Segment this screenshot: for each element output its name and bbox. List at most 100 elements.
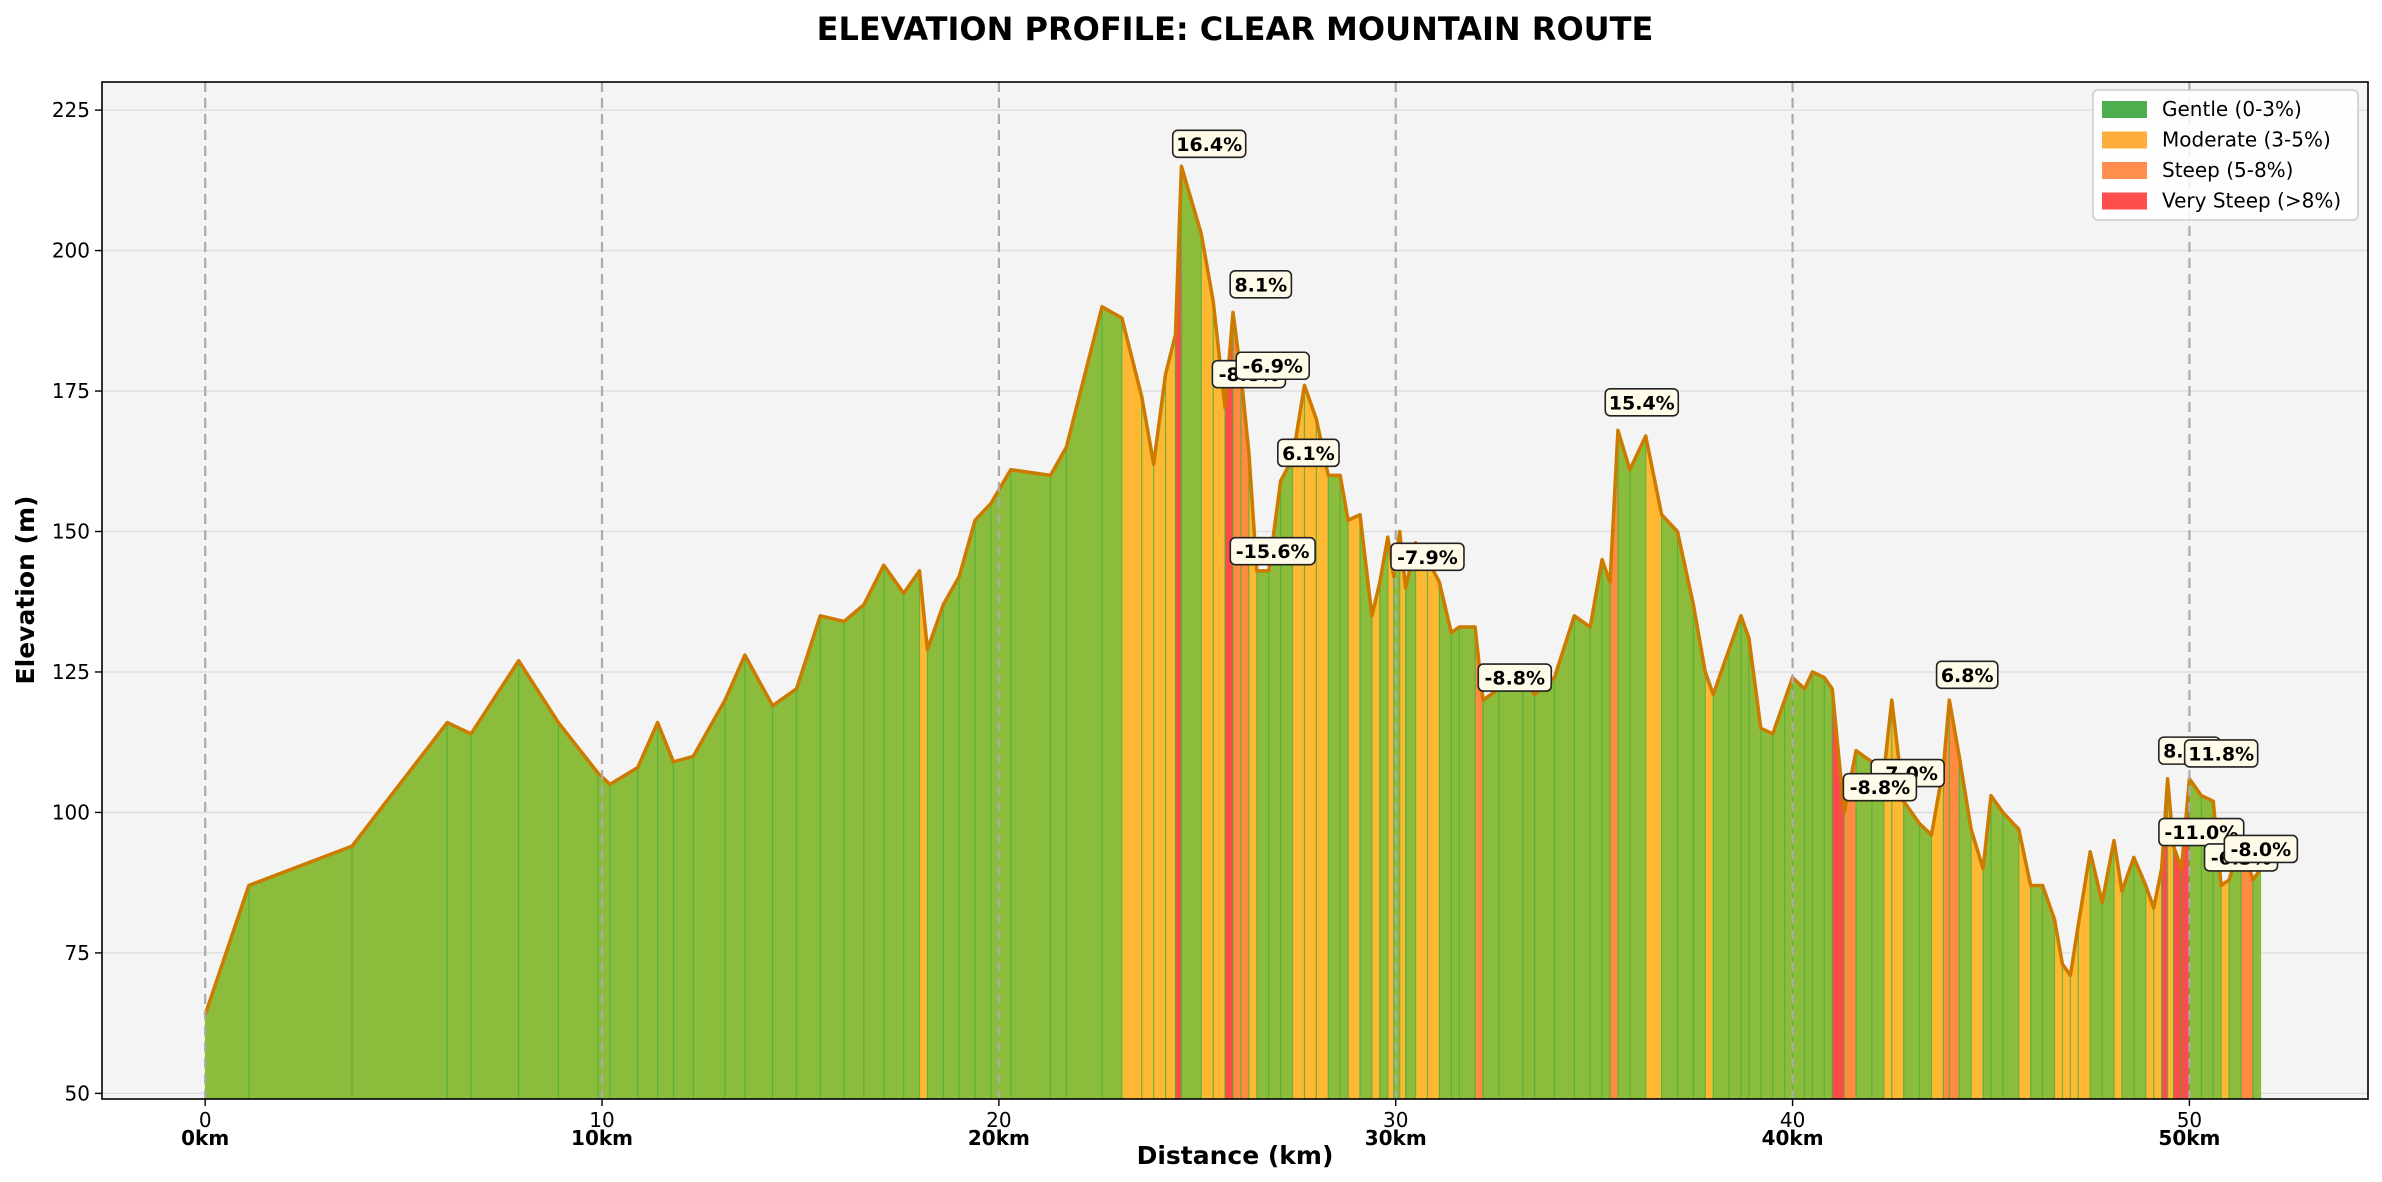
elevation-segment (1212, 301, 1226, 1100)
y-axis-ticks: 50 75 100 125 150 175 200 225 (52, 98, 102, 1105)
elevation-segment (744, 654, 773, 1100)
x-tick-label: 30 (1383, 1108, 1408, 1132)
x-axis-label: Distance (km) (1137, 1141, 1334, 1170)
elevation-segment (1824, 676, 1833, 1100)
elevation-segment (1439, 582, 1452, 1100)
elevation-segment (1949, 700, 1960, 1100)
elevation-segment (1165, 334, 1176, 1100)
elevation-segment (558, 721, 599, 1100)
elevation-segment (1760, 727, 1774, 1100)
elevation-segment (2133, 857, 2147, 1100)
legend-swatch (2102, 192, 2147, 210)
y-axis-label: Elevation (m) (11, 496, 40, 685)
elevation-segment (1728, 615, 1742, 1100)
elevation-segment (1427, 559, 1440, 1100)
grade-label: -8.8% (1850, 777, 1911, 799)
y-tick-label: 125 (52, 660, 90, 684)
elevation-segment (1601, 559, 1611, 1100)
elevation-segment (1482, 688, 1500, 1100)
elevation-segment (446, 722, 472, 1100)
chart-title: ELEVATION PROFILE: CLEAR MOUNTAIN ROUTE (817, 10, 1654, 48)
y-tick-label: 150 (52, 520, 90, 544)
x-tick-label: 10 (589, 1108, 614, 1132)
legend-swatch (2102, 162, 2147, 179)
legend-label: Gentle (0-3%) (2162, 97, 2302, 121)
grade-label-box (1229, 269, 1293, 299)
elevation-segment (1740, 615, 1750, 1100)
grade-label-box (1604, 387, 1680, 417)
legend-swatch (2102, 131, 2147, 149)
grade-label: 6.8% (1941, 665, 1994, 687)
x-axis-ticks: 0 10 20 30 40 50 0km 10km 20km 30km 40km 50km (181, 1099, 2220, 1150)
elevation-segment (1153, 374, 1166, 1100)
elevation-segment (1855, 750, 1873, 1100)
elevation-segment (1240, 374, 1250, 1100)
elevation-segment (609, 766, 639, 1100)
grade-label: -15.6% (1236, 541, 1310, 563)
elevation-segments (204, 166, 2262, 1100)
legend-label: Very Steep (>8%) (2162, 189, 2341, 213)
elevation-segment (1010, 469, 1051, 1100)
km-marker-label: 20km (968, 1126, 1030, 1150)
elevation-segment (1232, 312, 1242, 1100)
grade-label-box (1842, 772, 1918, 802)
grade-label: 15.4% (1609, 392, 1675, 414)
elevation-segment (1970, 829, 1984, 1100)
legend-label: Steep (5-8%) (2162, 158, 2293, 182)
elevation-segment (2252, 867, 2262, 1100)
x-tick-label: 40 (1780, 1108, 1805, 1132)
elevation-segment (597, 772, 611, 1100)
elevation-segment (903, 569, 920, 1100)
elevation-segment (1772, 699, 1785, 1100)
elevation-segment (637, 722, 658, 1100)
elevation-segment (927, 604, 944, 1100)
elevation-segment (2030, 885, 2043, 1100)
y-tick-label: 200 (52, 239, 90, 263)
elevation-segment (1704, 671, 1714, 1100)
elevation-segment (1804, 671, 1813, 1100)
elevation-segment (1200, 233, 1214, 1100)
elevation-segment (1784, 677, 1793, 1100)
legend-box (2092, 89, 2359, 221)
elevation-segment (2062, 963, 2071, 1100)
elevation-segment (693, 698, 726, 1100)
elevation-segment (1990, 794, 2004, 1100)
elevation-segment (1661, 513, 1678, 1100)
elevation-segment (1534, 676, 1555, 1100)
elevation-segment (1268, 480, 1281, 1100)
grade-label-box (1171, 129, 1247, 159)
elevation-segment (1415, 541, 1428, 1100)
elevation-segment (943, 575, 960, 1100)
elevation-segment (1554, 615, 1575, 1100)
grade-label-box (1477, 663, 1553, 692)
y-tick-label: 175 (52, 379, 90, 403)
legend-swatch (2102, 101, 2147, 118)
elevation-segment (1522, 676, 1535, 1100)
km-marker-label: 10km (571, 1126, 633, 1150)
elevation-segment (2002, 811, 2020, 1100)
elevation-segment (2173, 846, 2182, 1100)
elevation-segment (1224, 312, 1234, 1100)
elevation-segment (1589, 559, 1603, 1100)
elevation-segment (1379, 537, 1389, 1100)
legend-label: Moderate (3-5%) (2162, 128, 2331, 152)
elevation-segment (958, 520, 976, 1100)
elevation-segment (2220, 879, 2230, 1100)
elevation-segment (1629, 435, 1647, 1100)
grade-label-box (1229, 536, 1316, 566)
grade-labels: 16.4% 8.1% -8.8% -6.9% 6.1% -15.6% -7.9% 15.4% -… (1171, 129, 2299, 872)
elevation-segment (1450, 626, 1460, 1100)
grade-label: -6.9% (1242, 356, 1303, 378)
elevation-segment (1141, 396, 1154, 1100)
elevation-segment (657, 722, 674, 1100)
grade-label: -11.0% (2164, 822, 2238, 844)
grade-label: -8.8% (1484, 668, 1545, 690)
grade-label-box (1390, 542, 1465, 572)
elevation-segment (1399, 531, 1406, 1100)
grade-label: -7.9% (1397, 547, 1458, 569)
elevation-segment (248, 845, 353, 1100)
elevation-segment (1304, 385, 1317, 1100)
elevation-segment (1645, 435, 1662, 1100)
elevation-segment (843, 603, 865, 1100)
elevation-segment (1617, 430, 1631, 1100)
